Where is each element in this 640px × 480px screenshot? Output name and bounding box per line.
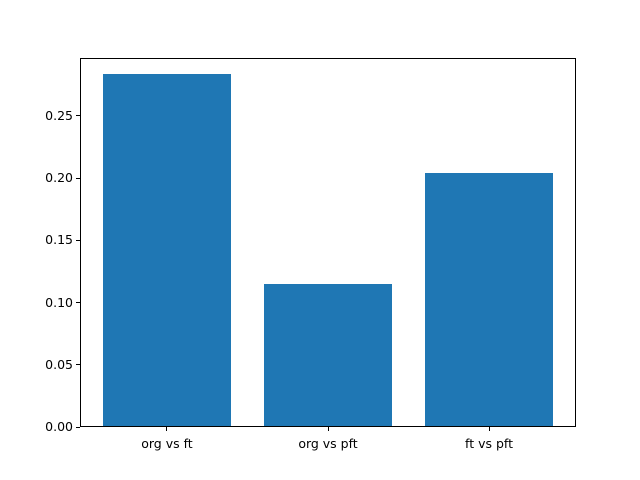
- bar-org-vs-pft: [263, 284, 393, 426]
- x-tick-mark: [327, 427, 329, 431]
- y-tick-mark: [76, 115, 80, 117]
- y-tick-mark: [76, 239, 80, 241]
- bar-ft-vs-pft: [424, 173, 554, 426]
- y-tick-label: 0.00: [45, 419, 73, 434]
- y-tick-mark: [76, 364, 80, 366]
- y-tick-mark: [76, 426, 80, 428]
- x-tick-mark: [166, 427, 168, 431]
- x-tick-mark: [488, 427, 490, 431]
- y-tick-label: 0.10: [45, 294, 73, 310]
- y-tick-label: 0.15: [45, 232, 73, 248]
- x-tick-label: org vs pft: [298, 436, 358, 451]
- y-tick-mark: [76, 177, 80, 179]
- bar-org-vs-ft: [102, 73, 232, 426]
- plot-area: [80, 58, 576, 427]
- y-tick-label: 0.20: [45, 170, 73, 186]
- x-tick-label: ft vs pft: [465, 436, 514, 451]
- y-tick-label: 0.05: [45, 356, 73, 372]
- y-tick-label: 0.25: [45, 107, 73, 123]
- x-tick-label: org vs ft: [141, 436, 193, 451]
- y-tick-mark: [76, 302, 80, 304]
